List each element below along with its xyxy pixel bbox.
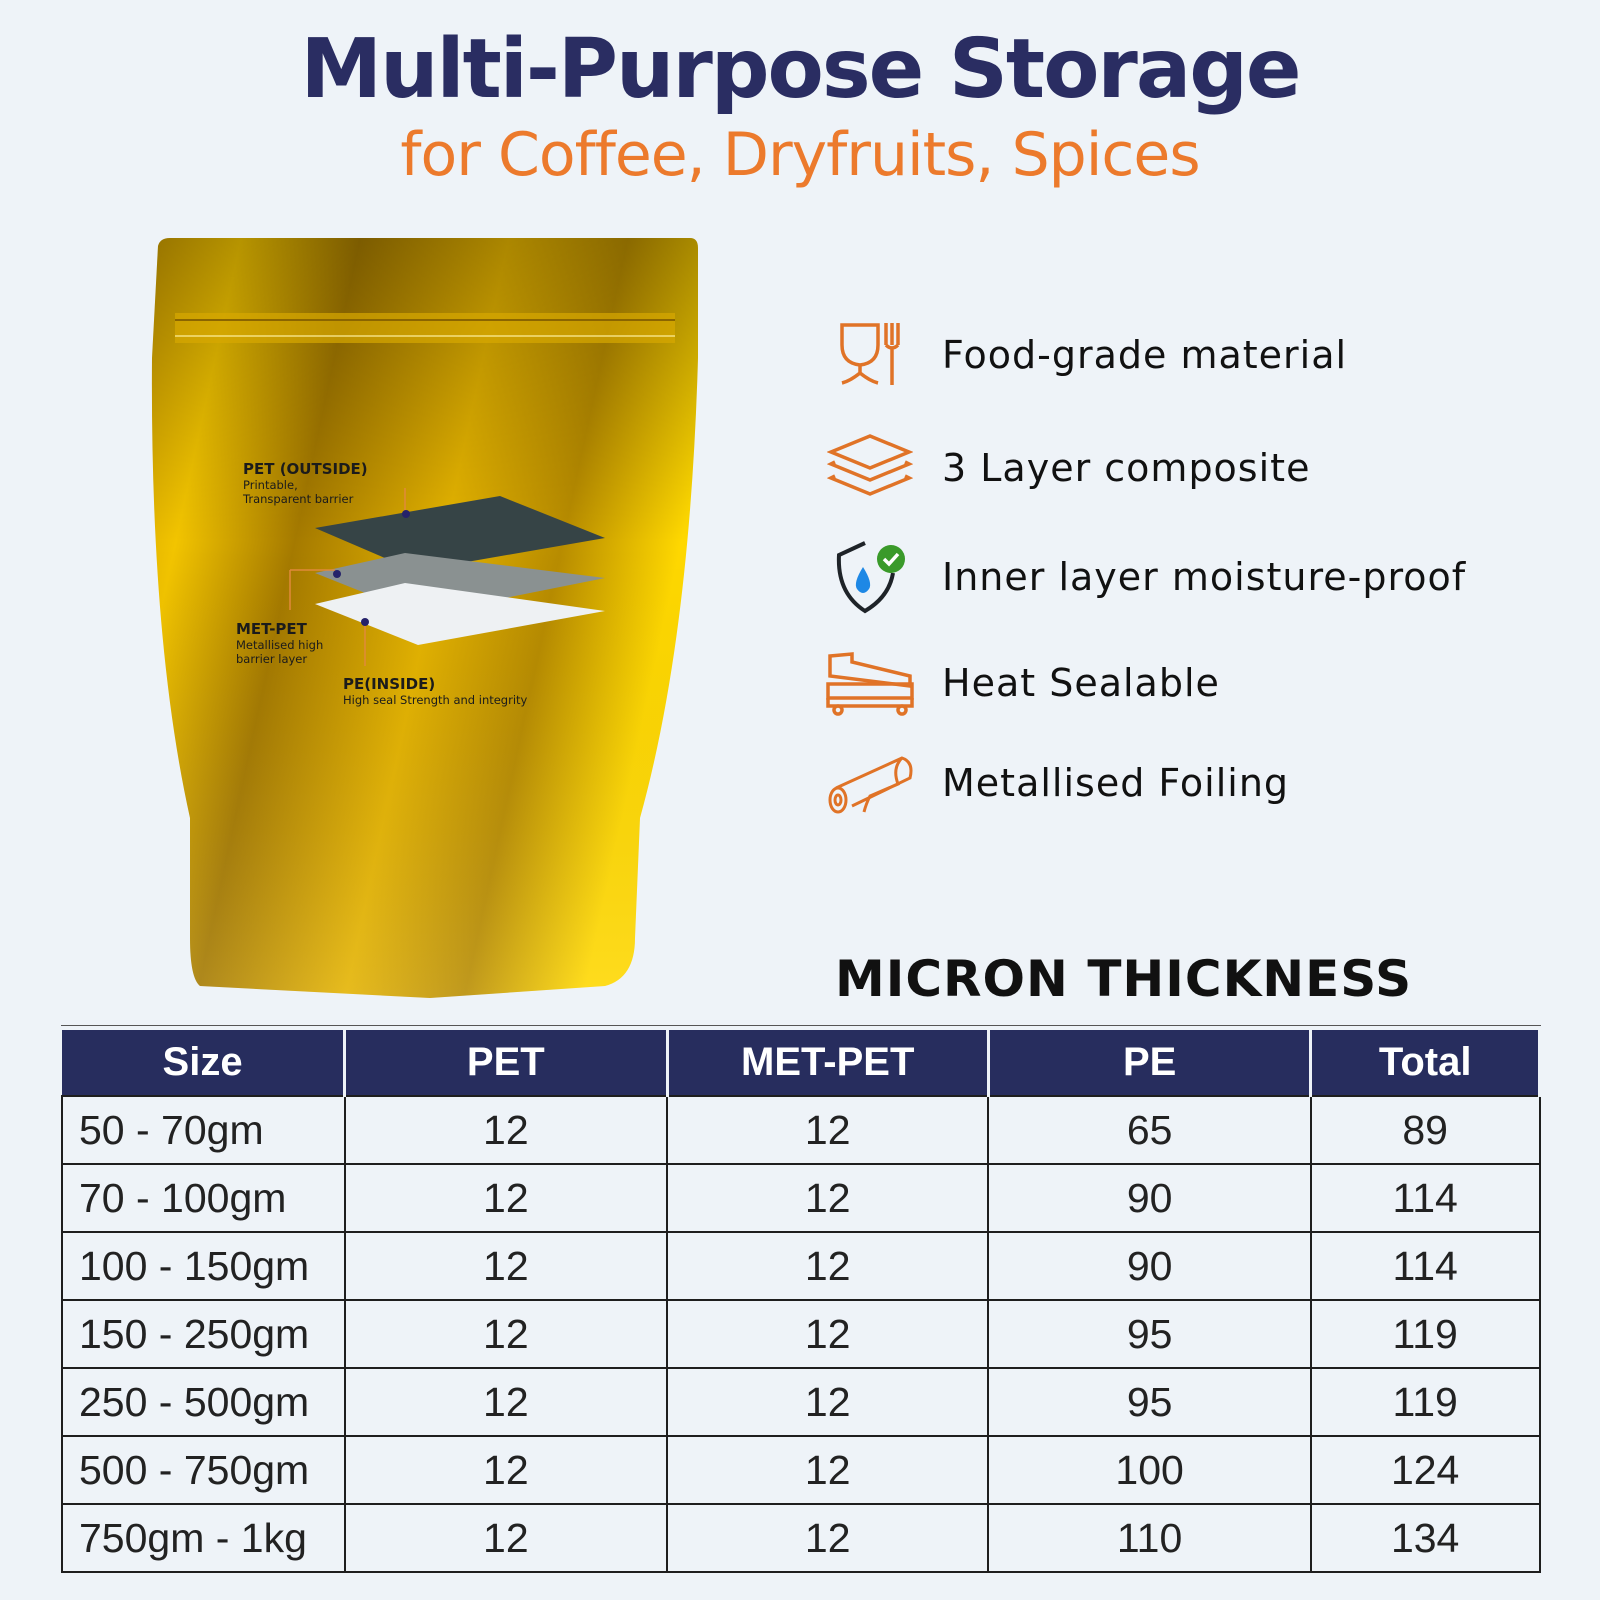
- column-header-total: Total: [1309, 1030, 1541, 1096]
- cell-met-pet: 12: [666, 1163, 990, 1233]
- cell-pe: 95: [987, 1367, 1312, 1437]
- cell-pet: 12: [343, 1095, 669, 1165]
- cell-size: 250 - 500gm: [61, 1367, 346, 1437]
- feature-moisture-proof: Inner layer moisture-proof: [820, 532, 1580, 622]
- cell-total: 124: [1309, 1435, 1541, 1505]
- cell-met-pet: 12: [666, 1095, 990, 1165]
- cell-pe: 95: [987, 1299, 1312, 1369]
- cell-pet: 12: [343, 1503, 669, 1573]
- cell-met-pet: 12: [666, 1503, 990, 1573]
- cell-size: 750gm - 1kg: [61, 1503, 346, 1573]
- page-subtitle: for Coffee, Dryfruits, Spices: [400, 120, 1200, 190]
- cell-met-pet: 12: [666, 1231, 990, 1301]
- divider: [61, 1025, 1541, 1026]
- cell-pet: 12: [343, 1299, 669, 1369]
- feature-heat-sealable: Heat Sealable: [820, 638, 1580, 728]
- cell-total: 89: [1309, 1095, 1541, 1165]
- column-header-size: Size: [62, 1030, 347, 1096]
- micron-thickness-table: Size PET MET-PET PE Total 50 - 70gm 12 12 6…: [61, 1030, 1541, 1573]
- cell-pet: 12: [343, 1367, 669, 1437]
- shield-water-check-icon: [820, 532, 920, 622]
- cell-met-pet: 12: [666, 1299, 990, 1369]
- cell-size: 500 - 750gm: [61, 1435, 346, 1505]
- table-header-row: Size PET MET-PET PE Total: [62, 1030, 1541, 1096]
- cell-total: 119: [1309, 1299, 1541, 1369]
- cell-total: 114: [1309, 1231, 1541, 1301]
- cell-size: 70 - 100gm: [61, 1163, 346, 1233]
- table-row: 750gm - 1kg 12 12 110 134: [61, 1503, 1541, 1573]
- table-row: 100 - 150gm 12 12 90 114: [61, 1231, 1541, 1301]
- cell-met-pet: 12: [666, 1367, 990, 1437]
- page-title: Multi-Purpose Storage: [300, 22, 1301, 117]
- table-row: 50 - 70gm 12 12 65 89: [61, 1095, 1541, 1165]
- column-header-met-pet: MET-PET: [665, 1030, 990, 1096]
- cell-size: 100 - 150gm: [61, 1231, 346, 1301]
- cell-size: 50 - 70gm: [61, 1095, 346, 1165]
- table-row: 70 - 100gm 12 12 90 114: [61, 1163, 1541, 1233]
- heat-sealer-icon: [820, 638, 920, 728]
- layers-icon: [820, 423, 920, 513]
- layer-label-pe: PE(INSIDE) High seal Strength and integr…: [343, 675, 528, 707]
- table-row: 250 - 500gm 12 12 95 119: [61, 1367, 1541, 1437]
- cell-pe: 65: [987, 1095, 1312, 1165]
- layer-label-met-pet: MET-PET Metallised high barrier layer: [236, 620, 324, 666]
- cell-pe: 90: [987, 1231, 1312, 1301]
- table-title: MICRON THICKNESS: [835, 950, 1413, 1008]
- foil-roll-icon: [820, 738, 920, 828]
- cell-size: 150 - 250gm: [61, 1299, 346, 1369]
- cell-pe: 90: [987, 1163, 1312, 1233]
- feature-3-layer: 3 Layer composite: [820, 423, 1580, 513]
- gold-pouch-image: PET (OUTSIDE) Printable, Transparent bar…: [150, 238, 710, 1008]
- table-row: 150 - 250gm 12 12 95 119: [61, 1299, 1541, 1369]
- cell-met-pet: 12: [666, 1435, 990, 1505]
- cell-pe: 110: [987, 1503, 1312, 1573]
- food-grade-glass-fork-icon: [820, 310, 920, 400]
- cell-pet: 12: [343, 1231, 669, 1301]
- feature-metallised-foiling: Metallised Foiling: [820, 738, 1580, 828]
- cell-pe: 100: [987, 1435, 1312, 1505]
- cell-total: 119: [1309, 1367, 1541, 1437]
- layer-label-pet: PET (OUTSIDE) Printable, Transparent bar…: [243, 460, 368, 506]
- cell-total: 134: [1309, 1503, 1541, 1573]
- table-row: 500 - 750gm 12 12 100 124: [61, 1435, 1541, 1505]
- cell-pet: 12: [343, 1163, 669, 1233]
- cell-pet: 12: [343, 1435, 669, 1505]
- column-header-pet: PET: [343, 1030, 669, 1096]
- column-header-pe: PE: [986, 1030, 1313, 1096]
- cell-total: 114: [1309, 1163, 1541, 1233]
- pouch-illustration: [151, 238, 698, 998]
- feature-food-grade: Food-grade material: [820, 310, 1580, 400]
